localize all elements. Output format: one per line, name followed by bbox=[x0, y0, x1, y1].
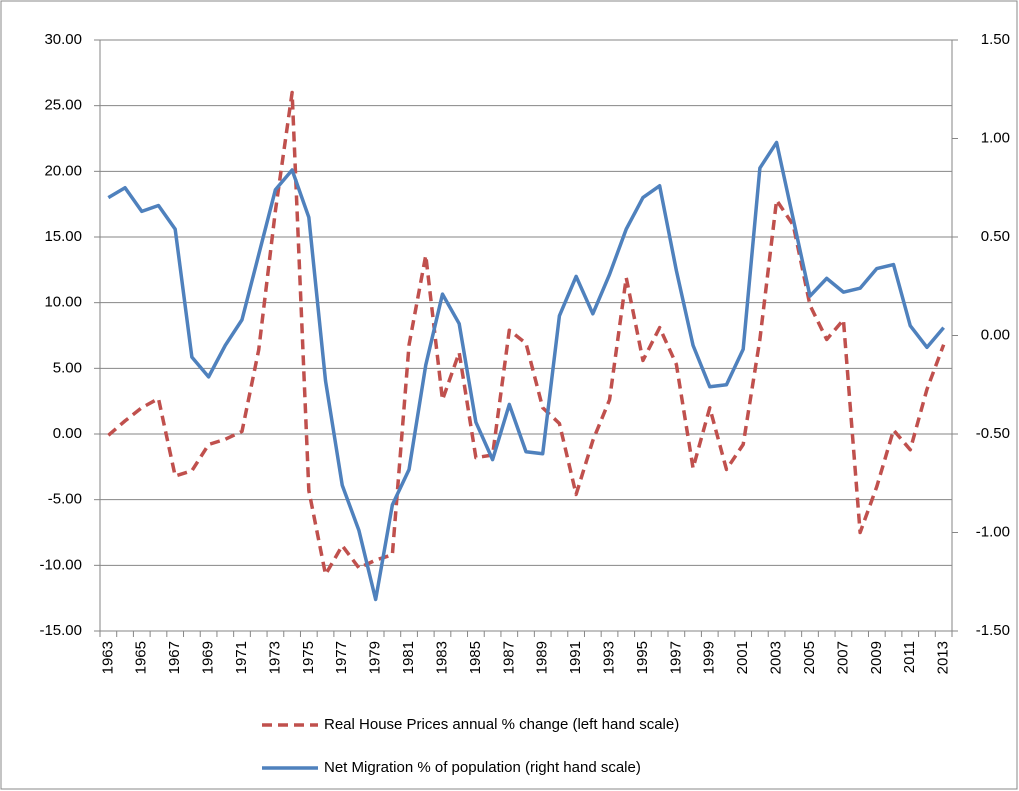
x-tick-label: 1965 bbox=[133, 641, 150, 674]
x-tick-label: 2003 bbox=[768, 641, 785, 674]
x-tick-label: 1977 bbox=[333, 641, 350, 674]
x-tick-label: 1995 bbox=[634, 641, 651, 674]
x-tick-label: 1989 bbox=[534, 641, 551, 674]
x-tick-label: 1997 bbox=[667, 641, 684, 674]
y2-tick-label: -1.00 bbox=[976, 523, 1010, 540]
x-tick-label: 1981 bbox=[400, 641, 417, 674]
y2-tick-label: 1.00 bbox=[981, 129, 1010, 146]
x-tick-label: 1963 bbox=[99, 641, 116, 674]
x-tick-label: 1991 bbox=[567, 641, 584, 674]
x-tick-label: 1983 bbox=[433, 641, 450, 674]
y-tick-label: 20.00 bbox=[44, 162, 82, 179]
y-tick-label: 25.00 bbox=[44, 97, 82, 114]
legend-label: Real House Prices annual % change (left … bbox=[324, 716, 679, 733]
x-tick-label: 2007 bbox=[834, 641, 851, 674]
x-tick-label: 1967 bbox=[166, 641, 183, 674]
x-tick-label: 2005 bbox=[801, 641, 818, 674]
y-tick-label: 10.00 bbox=[44, 294, 82, 311]
y2-tick-label: -1.50 bbox=[976, 622, 1010, 639]
y-tick-label: -10.00 bbox=[39, 556, 82, 573]
x-tick-label: 1993 bbox=[600, 641, 617, 674]
y2-tick-label: -0.50 bbox=[976, 425, 1010, 442]
x-tick-label: 1969 bbox=[200, 641, 217, 674]
x-tick-label: 2011 bbox=[901, 641, 918, 673]
y-tick-label: 0.00 bbox=[53, 425, 82, 442]
y-tick-label: -15.00 bbox=[39, 622, 82, 639]
x-tick-label: 1973 bbox=[266, 641, 283, 674]
x-tick-label: 1975 bbox=[300, 641, 317, 674]
y-tick-label: 30.00 bbox=[44, 31, 82, 48]
y2-tick-label: 0.00 bbox=[981, 326, 1010, 343]
x-tick-label: 2001 bbox=[734, 641, 751, 674]
legend-label: Net Migration % of population (right han… bbox=[324, 759, 641, 776]
x-tick-label: 1971 bbox=[233, 641, 250, 674]
y2-tick-label: 1.50 bbox=[981, 31, 1010, 48]
x-tick-label: 1979 bbox=[367, 641, 384, 674]
y-tick-label: 15.00 bbox=[44, 228, 82, 245]
y-tick-label: -5.00 bbox=[48, 491, 82, 508]
x-tick-label: 2013 bbox=[935, 641, 952, 674]
x-tick-label: 1987 bbox=[500, 641, 517, 674]
series-line bbox=[107, 140, 945, 602]
x-tick-label: 1985 bbox=[467, 641, 484, 674]
y2-tick-label: 0.50 bbox=[981, 228, 1010, 245]
x-tick-label: 1999 bbox=[701, 641, 718, 674]
y-tick-label: 5.00 bbox=[53, 359, 82, 376]
x-tick-label: 2009 bbox=[868, 641, 885, 674]
